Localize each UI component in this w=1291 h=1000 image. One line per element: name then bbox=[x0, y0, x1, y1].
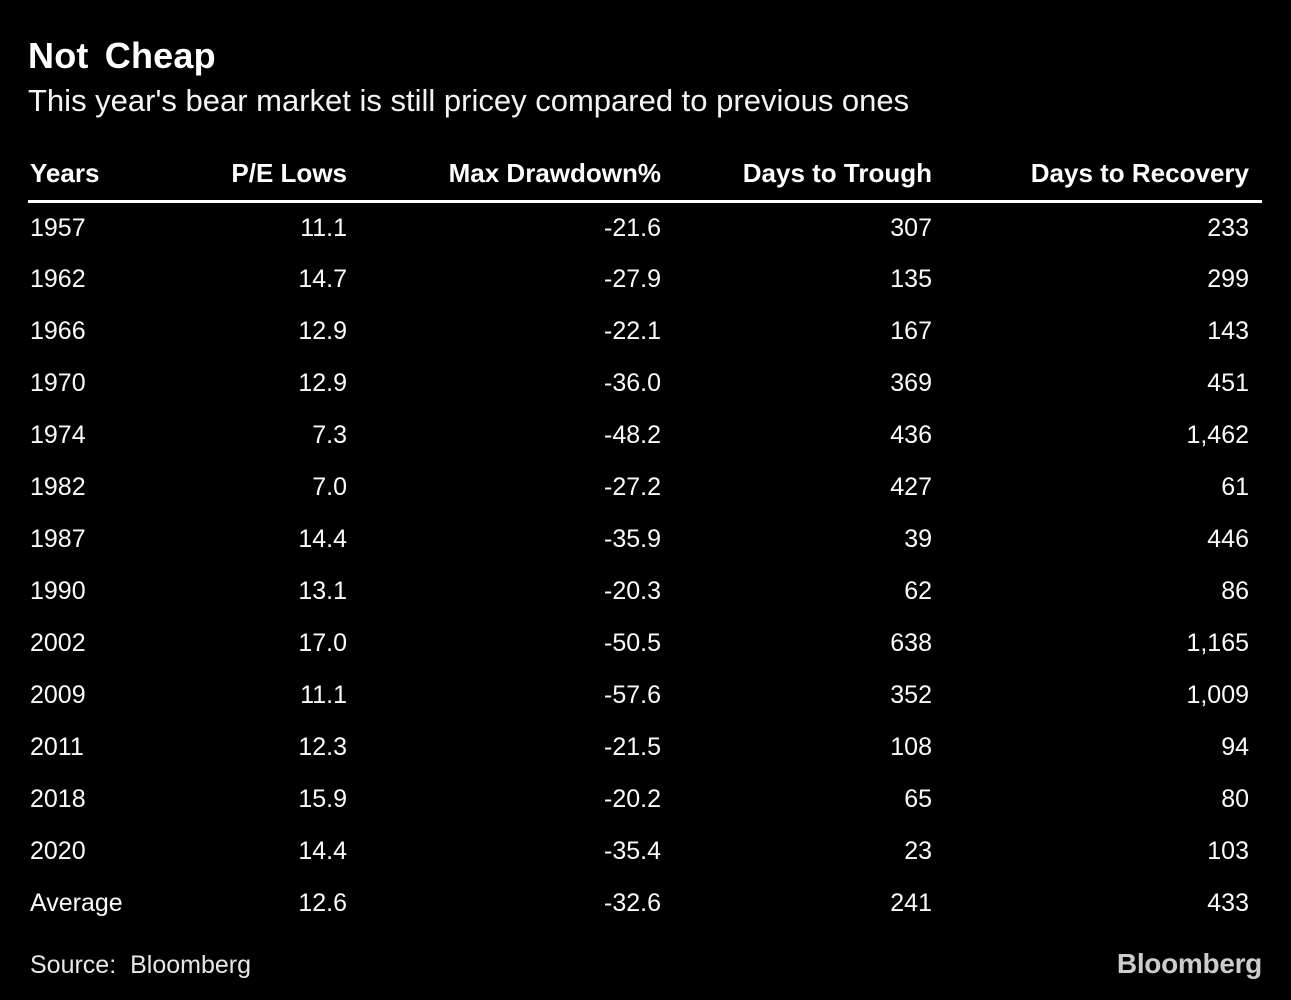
value-cell: 65 bbox=[904, 785, 932, 814]
value-cell: 108 bbox=[890, 733, 932, 762]
value-cell: -57.6 bbox=[604, 681, 661, 710]
column-header-days-to-trough: Days to Trough bbox=[661, 142, 932, 204]
bloomberg-logo: Bloomberg bbox=[1116, 948, 1262, 979]
value-cell: 451 bbox=[1207, 369, 1249, 398]
table-row: 2011 12.3 -21.5 108 94 bbox=[28, 722, 1262, 774]
value-cell: -27.9 bbox=[604, 265, 661, 294]
column-header-pe-lows: P/E Lows bbox=[193, 142, 347, 204]
data-table: Years P/E Lows Max Drawdown% Days to Tro… bbox=[28, 142, 1262, 930]
value-cell: 446 bbox=[1207, 525, 1249, 554]
row-label-cell: 2009 bbox=[30, 681, 86, 710]
value-cell: 241 bbox=[890, 889, 932, 918]
value-cell: -22.1 bbox=[604, 317, 661, 346]
value-cell: 12.3 bbox=[298, 733, 347, 762]
value-cell: 352 bbox=[890, 681, 932, 710]
table-row: 1974 7.3 -48.2 436 1,462 bbox=[28, 410, 1262, 462]
row-label-cell: 2018 bbox=[30, 785, 86, 814]
table-row: 1962 14.7 -27.9 135 299 bbox=[28, 254, 1262, 306]
table-header-row: Years P/E Lows Max Drawdown% Days to Tro… bbox=[28, 142, 1262, 204]
value-cell: 61 bbox=[1221, 473, 1249, 502]
value-cell: -27.2 bbox=[604, 473, 661, 502]
row-label-cell: 1974 bbox=[30, 421, 86, 450]
value-cell: -20.3 bbox=[604, 577, 661, 606]
value-cell: 62 bbox=[904, 577, 932, 606]
value-cell: 433 bbox=[1207, 889, 1249, 918]
value-cell: -48.2 bbox=[604, 421, 661, 450]
table-row: 2009 11.1 -57.6 352 1,009 bbox=[28, 670, 1262, 722]
table-row: 1970 12.9 -36.0 369 451 bbox=[28, 358, 1262, 410]
value-cell: 369 bbox=[890, 369, 932, 398]
table-body: 1957 11.1 -21.6 307 233 1962 14.7 -27.9 135 299 19… bbox=[28, 202, 1262, 930]
row-label-cell: 1987 bbox=[30, 525, 86, 554]
value-cell: 17.0 bbox=[298, 629, 347, 658]
value-cell: -50.5 bbox=[604, 629, 661, 658]
value-cell: 135 bbox=[890, 265, 932, 294]
row-label-cell: 1966 bbox=[30, 317, 86, 346]
value-cell: 14.4 bbox=[298, 525, 347, 554]
value-cell: 12.9 bbox=[298, 369, 347, 398]
column-header-days-to-recovery: Days to Recovery bbox=[932, 142, 1262, 204]
table-row: 1987 14.4 -35.9 39 446 bbox=[28, 514, 1262, 566]
value-cell: -21.6 bbox=[604, 213, 661, 242]
row-label-cell: 2020 bbox=[30, 837, 86, 866]
value-cell: -36.0 bbox=[604, 369, 661, 398]
row-label-cell: 1970 bbox=[30, 369, 86, 398]
value-cell: 11.1 bbox=[300, 213, 347, 242]
value-cell: -32.6 bbox=[604, 889, 661, 918]
row-label-cell: 1982 bbox=[30, 473, 86, 502]
table-row: 1957 11.1 -21.6 307 233 bbox=[28, 202, 1262, 254]
row-label-cell: 2002 bbox=[30, 629, 86, 658]
chart-footer: Source: Bloomberg Bloomberg bbox=[28, 948, 1262, 986]
value-cell: -20.2 bbox=[604, 785, 661, 814]
value-cell: 15.9 bbox=[298, 785, 347, 814]
value-cell: 233 bbox=[1207, 213, 1249, 242]
value-cell: 39 bbox=[904, 525, 932, 554]
value-cell: 86 bbox=[1221, 577, 1249, 606]
row-label-cell: 1962 bbox=[30, 265, 86, 294]
table-row: 1982 7.0 -27.2 427 61 bbox=[28, 462, 1262, 514]
table-row: 1990 13.1 -20.3 62 86 bbox=[28, 566, 1262, 618]
value-cell: 143 bbox=[1207, 317, 1249, 346]
source-note: Source: Bloomberg bbox=[30, 951, 252, 979]
table-row: Average 12.6 -32.6 241 433 bbox=[28, 878, 1262, 930]
value-cell: 11.1 bbox=[300, 681, 347, 710]
row-label-cell: Average bbox=[30, 889, 123, 918]
value-cell: -35.9 bbox=[604, 525, 661, 554]
row-label-cell: 2011 bbox=[30, 733, 84, 762]
value-cell: 12.6 bbox=[298, 889, 347, 918]
value-cell: 80 bbox=[1221, 785, 1249, 814]
row-label-cell: 1990 bbox=[30, 577, 86, 606]
value-cell: 1,009 bbox=[1186, 681, 1249, 710]
value-cell: 13.1 bbox=[298, 577, 347, 606]
page-subtitle: This year's bear market is still pricey … bbox=[28, 82, 910, 118]
column-header-years: Years bbox=[28, 142, 193, 204]
value-cell: 7.3 bbox=[312, 421, 347, 450]
table-row: 1966 12.9 -22.1 167 143 bbox=[28, 306, 1262, 358]
value-cell: 94 bbox=[1221, 733, 1249, 762]
table-row: 2018 15.9 -20.2 65 80 bbox=[28, 774, 1262, 826]
value-cell: 638 bbox=[890, 629, 932, 658]
value-cell: 427 bbox=[890, 473, 932, 502]
column-header-max-drawdown: Max Drawdown% bbox=[347, 142, 661, 204]
value-cell: 14.4 bbox=[298, 837, 347, 866]
value-cell: 436 bbox=[890, 421, 932, 450]
value-cell: -35.4 bbox=[604, 837, 661, 866]
value-cell: 23 bbox=[904, 837, 932, 866]
value-cell: -21.5 bbox=[604, 733, 661, 762]
table-row: 2002 17.0 -50.5 638 1,165 bbox=[28, 618, 1262, 670]
value-cell: 12.9 bbox=[298, 317, 347, 346]
value-cell: 167 bbox=[890, 317, 932, 346]
value-cell: 299 bbox=[1207, 265, 1249, 294]
value-cell: 7.0 bbox=[312, 473, 347, 502]
value-cell: 1,462 bbox=[1186, 421, 1249, 450]
page-title: Not Cheap bbox=[28, 35, 216, 76]
row-label-cell: 1957 bbox=[30, 213, 86, 242]
value-cell: 1,165 bbox=[1186, 629, 1249, 658]
value-cell: 307 bbox=[890, 213, 932, 242]
value-cell: 103 bbox=[1207, 837, 1249, 866]
table-row: 2020 14.4 -35.4 23 103 bbox=[28, 826, 1262, 878]
value-cell: 14.7 bbox=[298, 265, 347, 294]
